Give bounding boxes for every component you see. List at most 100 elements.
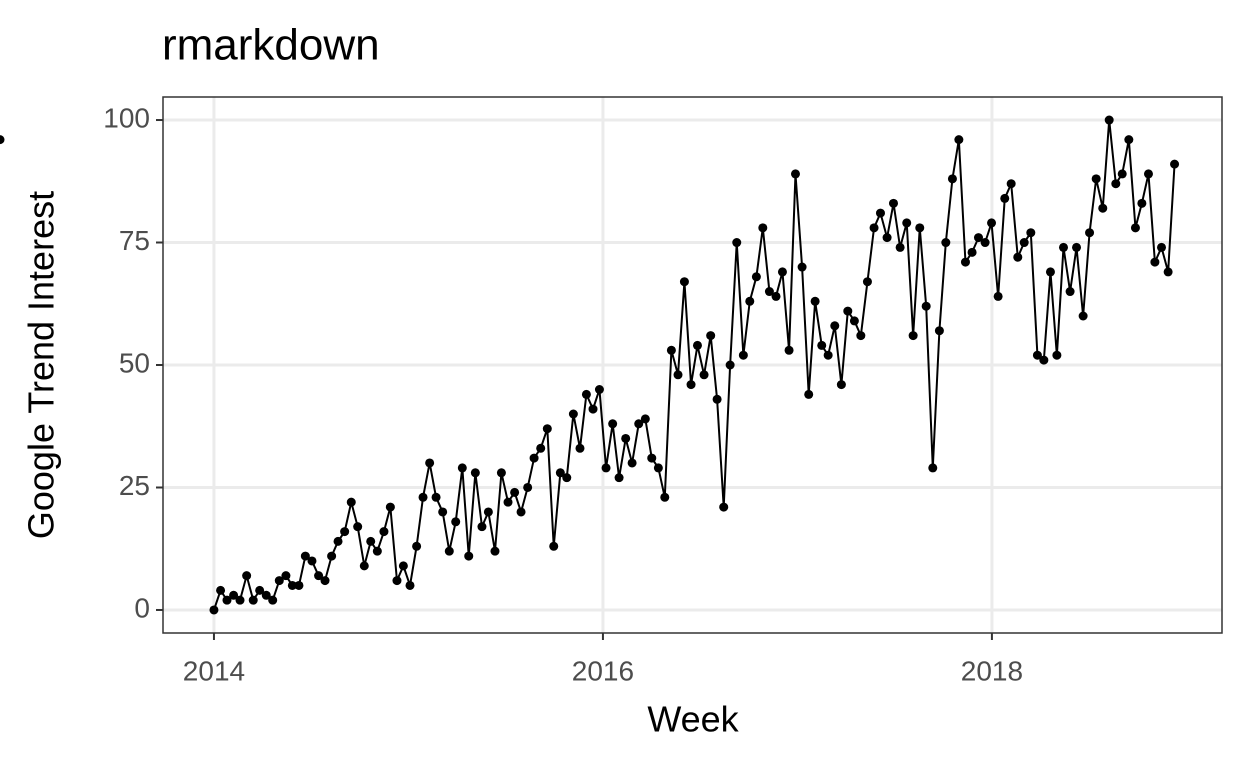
point: [451, 517, 461, 527]
point: [464, 551, 474, 561]
point: [889, 198, 899, 208]
point: [823, 350, 833, 360]
y-tick-label: 75: [119, 225, 150, 256]
plot-border: [162, 96, 1223, 634]
point: [849, 316, 859, 326]
point: [229, 590, 239, 600]
point: [438, 507, 448, 517]
point: [1163, 267, 1173, 277]
point: [797, 262, 807, 272]
point: [869, 223, 879, 233]
point: [1032, 350, 1042, 360]
point: [790, 169, 800, 179]
point: [261, 590, 271, 600]
point: [993, 291, 1003, 301]
point: [1143, 169, 1153, 179]
point: [941, 238, 951, 248]
point: [392, 576, 402, 586]
point: [719, 502, 729, 512]
point: [1157, 242, 1167, 252]
point: [666, 345, 676, 355]
point: [967, 247, 977, 257]
point: [1019, 238, 1029, 248]
point: [960, 257, 970, 267]
point: [751, 272, 761, 282]
point: [1098, 203, 1108, 213]
y-tick-label: 25: [119, 470, 150, 501]
point: [235, 595, 245, 605]
point: [1072, 242, 1082, 252]
point: [470, 468, 480, 478]
point: [1170, 159, 1180, 169]
point: [549, 541, 559, 551]
point: [327, 551, 337, 561]
point: [1006, 179, 1016, 189]
point: [516, 507, 526, 517]
point: [804, 389, 814, 399]
point: [366, 536, 376, 546]
y-tick-label: 100: [103, 102, 150, 133]
point: [973, 233, 983, 243]
point: [843, 306, 853, 316]
point: [908, 331, 918, 341]
point: [601, 463, 611, 473]
point: [758, 223, 768, 233]
point: [490, 546, 500, 556]
point: [314, 571, 324, 581]
point: [882, 233, 892, 243]
point: [732, 238, 742, 248]
point: [1085, 228, 1095, 238]
point: [745, 296, 755, 306]
point: [1111, 179, 1121, 189]
point: [621, 433, 631, 443]
point: [1117, 169, 1127, 179]
point: [784, 345, 794, 355]
point: [686, 380, 696, 390]
point: [627, 458, 637, 468]
point: [281, 571, 291, 581]
point: [274, 576, 284, 586]
point: [255, 585, 265, 595]
point: [862, 277, 872, 287]
x-tick-label: 2014: [183, 655, 245, 686]
point: [555, 468, 565, 478]
point: [987, 218, 997, 228]
y-axis-label: Google Trend Interest: [21, 191, 62, 539]
point: [1091, 174, 1101, 184]
x-tick-label: 2016: [572, 655, 634, 686]
point: [209, 605, 219, 615]
point: [529, 453, 539, 463]
point: [405, 580, 415, 590]
point: [1065, 287, 1075, 297]
point: [510, 487, 520, 497]
point: [634, 419, 644, 429]
point: [856, 331, 866, 341]
point: [934, 326, 944, 336]
point: [875, 208, 885, 218]
point: [320, 576, 330, 586]
point: [581, 389, 591, 399]
point: [575, 443, 585, 453]
point: [372, 546, 382, 556]
point: [706, 331, 716, 341]
point: [418, 492, 428, 502]
point: [307, 556, 317, 566]
point: [614, 473, 624, 483]
point: [359, 561, 369, 571]
point: [457, 463, 467, 473]
point: [503, 497, 513, 507]
point: [340, 527, 350, 537]
point: [830, 321, 840, 331]
point: [353, 522, 363, 532]
point: [594, 384, 604, 394]
y-tick-label: 0: [134, 592, 150, 623]
point: [810, 296, 820, 306]
point: [902, 218, 912, 228]
point: [431, 492, 441, 502]
point: [725, 360, 735, 370]
point: [222, 595, 232, 605]
point: [647, 453, 657, 463]
point: [1000, 193, 1010, 203]
point: [0, 135, 5, 145]
point: [268, 595, 278, 605]
